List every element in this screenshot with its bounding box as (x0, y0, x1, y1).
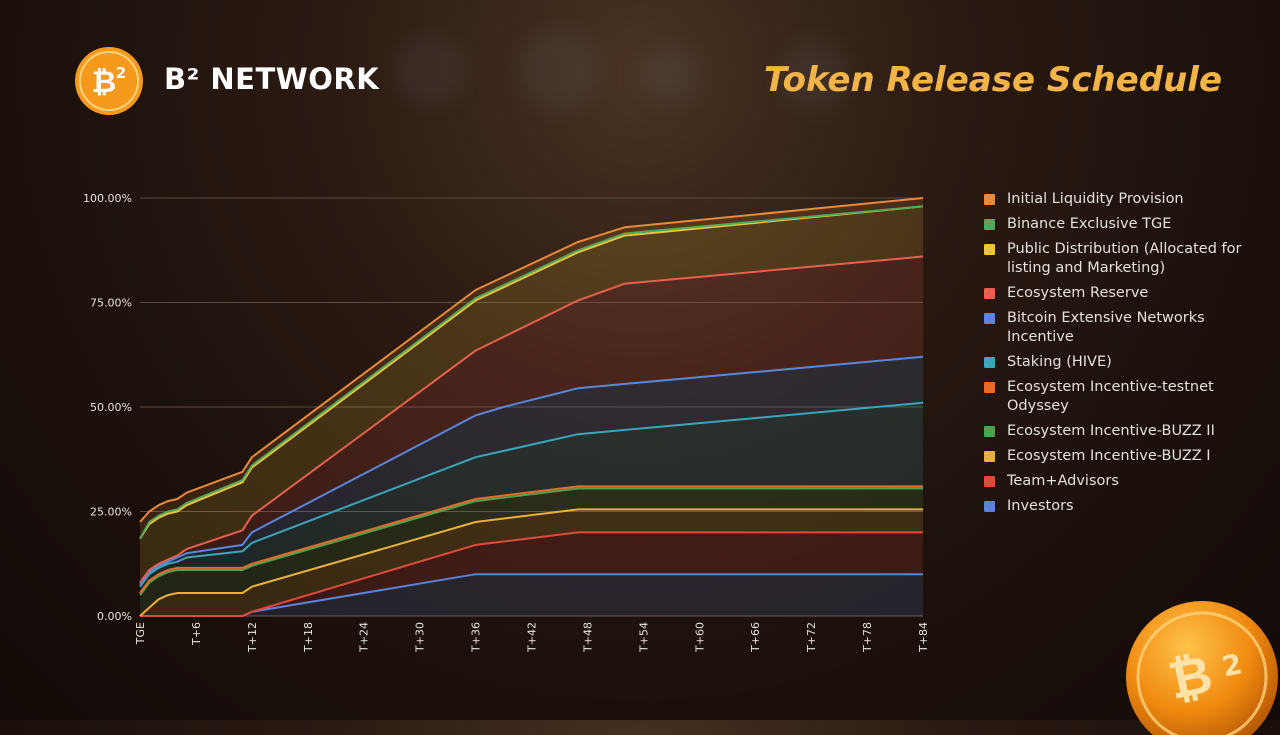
x-tick-label: T+66 (749, 622, 762, 653)
x-tick-label: T+12 (246, 622, 259, 653)
series-line (139, 355, 924, 586)
series-line (139, 487, 923, 596)
background-bokeh (780, 40, 850, 110)
token-release-chart: 0.00% 25.00% 50.00% 75.00% 100.00% TGE T+6 T+12… (83, 192, 930, 653)
x-tick-label: T+72 (805, 622, 818, 653)
legend-label: Investors (1007, 498, 1074, 514)
legend-swatch (984, 194, 995, 205)
legend-label: Staking (HIVE) (1007, 354, 1112, 370)
area-fill (140, 488, 923, 616)
b2-coin-icon: ₿ 2 (1126, 601, 1278, 735)
legend-label: Ecosystem Incentive-testnet Odyssey (1007, 379, 1214, 414)
y-tick-label: 0.00% (97, 610, 132, 623)
series-line (139, 205, 924, 540)
legend-swatch (984, 244, 995, 255)
legend-label: Bitcoin Extensive Networks Incentive (1007, 310, 1205, 345)
svg-text:2: 2 (116, 64, 126, 82)
area-fill (140, 206, 923, 583)
x-tick-label: T+54 (637, 622, 650, 653)
y-tick-label: 25.00% (90, 506, 132, 519)
svg-text:₿: ₿ (92, 65, 116, 100)
legend-item: Ecosystem Incentive-BUZZ II (984, 422, 1269, 441)
x-tick-label: T+36 (470, 622, 483, 653)
legend-label: Ecosystem Incentive-BUZZ II (1007, 423, 1215, 439)
legend-label: Team+Advisors (1007, 473, 1119, 489)
background-bokeh (395, 35, 465, 105)
legend-label: Ecosystem Incentive-BUZZ I (1007, 448, 1211, 464)
background-bokeh (520, 30, 600, 110)
chart-legend: Initial Liquidity Provision Binance Exclu… (984, 190, 1269, 522)
x-tick-label: T+6 (190, 622, 203, 646)
series-line (139, 401, 924, 588)
legend-item: Staking (HIVE) (984, 353, 1269, 372)
legend-swatch (984, 476, 995, 487)
legend-item: Ecosystem Incentive-testnet Odyssey (984, 378, 1269, 416)
legend-item: Ecosystem Incentive-BUZZ I (984, 447, 1269, 466)
legend-item: Ecosystem Reserve (984, 284, 1269, 303)
legend-item: Investors (984, 497, 1269, 516)
grid-lines (140, 197, 923, 617)
series-line (139, 205, 924, 540)
x-tick-label: TGE (134, 622, 147, 645)
legend-label: Public Distribution (Allocated for listi… (1007, 241, 1242, 276)
area-fill (140, 198, 923, 539)
area-fill (140, 402, 923, 593)
area-fill (140, 356, 923, 587)
x-tick-label: T+78 (861, 622, 874, 653)
x-tick-label: T+60 (693, 622, 706, 653)
x-tick-label: T+18 (302, 622, 315, 653)
legend-item: Team+Advisors (984, 472, 1269, 491)
x-tick-label: T+84 (917, 622, 930, 653)
series-line (139, 197, 924, 523)
legend-swatch (984, 313, 995, 324)
y-tick-label: 100.00% (83, 192, 132, 205)
series-line (140, 531, 923, 617)
area-fill (140, 509, 923, 616)
series-line (139, 508, 923, 617)
legend-label: Initial Liquidity Provision (1007, 191, 1184, 207)
legend-swatch (984, 501, 995, 512)
x-tick-label: T+42 (526, 622, 539, 653)
x-tick-label: T+24 (358, 622, 371, 653)
brand-name: B² NETWORK (164, 62, 380, 96)
series-line (139, 485, 923, 594)
x-tick-label: T+48 (581, 622, 594, 653)
x-tick-label: T+30 (414, 622, 427, 653)
legend-item: Initial Liquidity Provision (984, 190, 1269, 209)
legend-label: Ecosystem Reserve (1007, 285, 1149, 301)
area-fills (140, 198, 923, 616)
area-fill (140, 574, 923, 616)
legend-swatch (984, 382, 995, 393)
background-bokeh (640, 45, 700, 105)
legend-swatch (984, 288, 995, 299)
legend-item: Binance Exclusive TGE (984, 215, 1269, 234)
legend-label: Binance Exclusive TGE (1007, 216, 1172, 232)
y-tick-label: 50.00% (90, 401, 132, 414)
y-tick-label: 75.00% (90, 297, 132, 310)
legend-swatch (984, 451, 995, 462)
legend-swatch (984, 357, 995, 368)
series-line (139, 255, 924, 584)
legend-swatch (984, 219, 995, 230)
legend-item: Bitcoin Extensive Networks Incentive (984, 309, 1269, 347)
legend-item: Public Distribution (Allocated for listi… (984, 240, 1269, 278)
area-fill (140, 256, 923, 585)
legend-swatch (984, 426, 995, 437)
page-title: Token Release Schedule (763, 60, 1222, 100)
b2-logo-icon: ₿ 2 (75, 47, 143, 115)
axis-labels: 0.00% 25.00% 50.00% 75.00% 100.00% TGE T+6 T+12… (83, 192, 930, 653)
series-lines (139, 197, 924, 617)
